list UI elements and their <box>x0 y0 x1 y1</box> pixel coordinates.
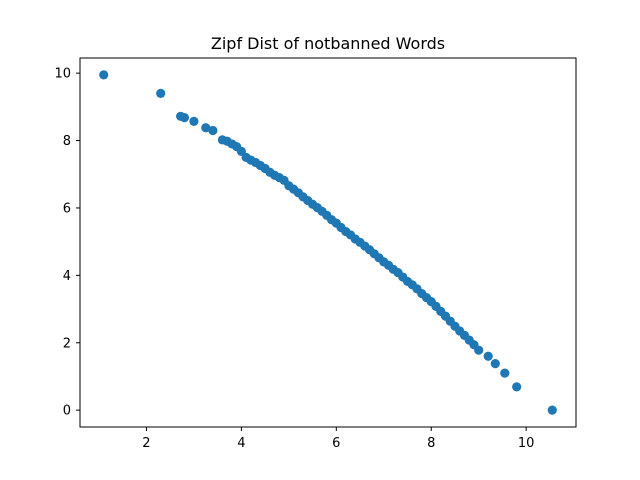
x-axis-ticks: 2 4 6 8 10 <box>142 427 534 451</box>
x-tick-label: 2 <box>142 436 150 451</box>
data-point <box>512 382 522 392</box>
data-point <box>490 359 500 369</box>
data-point <box>189 116 199 126</box>
chart-title: Zipf Dist of notbanned Words <box>211 34 445 53</box>
data-point <box>500 368 510 378</box>
y-tick-label: 0 <box>63 404 71 419</box>
data-point <box>179 113 190 123</box>
data-point <box>208 125 218 136</box>
y-tick-label: 6 <box>63 201 71 216</box>
plot-area-frame <box>79 57 577 428</box>
data-point <box>483 351 493 361</box>
data-point <box>201 123 211 133</box>
y-tick-label: 4 <box>63 269 71 284</box>
x-tick-label: 6 <box>332 436 340 451</box>
x-tick-label: 4 <box>237 436 245 451</box>
y-tick-label: 2 <box>63 336 71 351</box>
data-point <box>547 405 557 415</box>
y-tick-label: 10 <box>54 67 71 82</box>
data-point <box>99 70 109 80</box>
x-tick-label: 10 <box>518 436 535 451</box>
y-tick-label: 8 <box>63 134 71 149</box>
data-point <box>156 88 166 98</box>
scatter-points <box>99 70 557 415</box>
y-axis-ticks: 0 2 4 6 8 10 <box>54 67 80 419</box>
data-point <box>474 345 484 355</box>
x-tick-label: 8 <box>427 436 435 451</box>
